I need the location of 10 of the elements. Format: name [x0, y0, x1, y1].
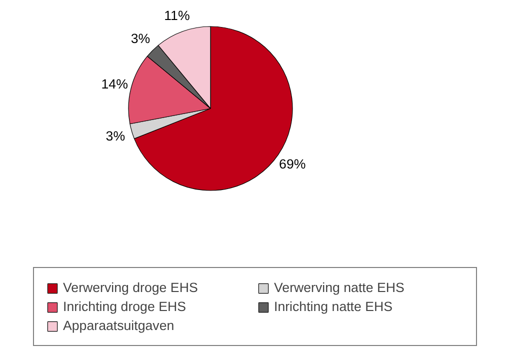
- data-label: 14%: [101, 76, 128, 92]
- legend-label: Inrichting droge EHS: [63, 299, 187, 314]
- legend-label: Inrichting natte EHS: [274, 299, 394, 314]
- legend-label: Apparaatsuitgaven: [63, 318, 176, 333]
- legend-label: Verwerving droge EHS: [63, 280, 199, 295]
- data-label: 3%: [130, 30, 150, 46]
- legend-label: Verwerving natte EHS: [274, 280, 406, 295]
- data-label: 3%: [106, 128, 126, 144]
- data-label: 11%: [164, 8, 190, 23]
- data-label: 69%: [279, 156, 306, 172]
